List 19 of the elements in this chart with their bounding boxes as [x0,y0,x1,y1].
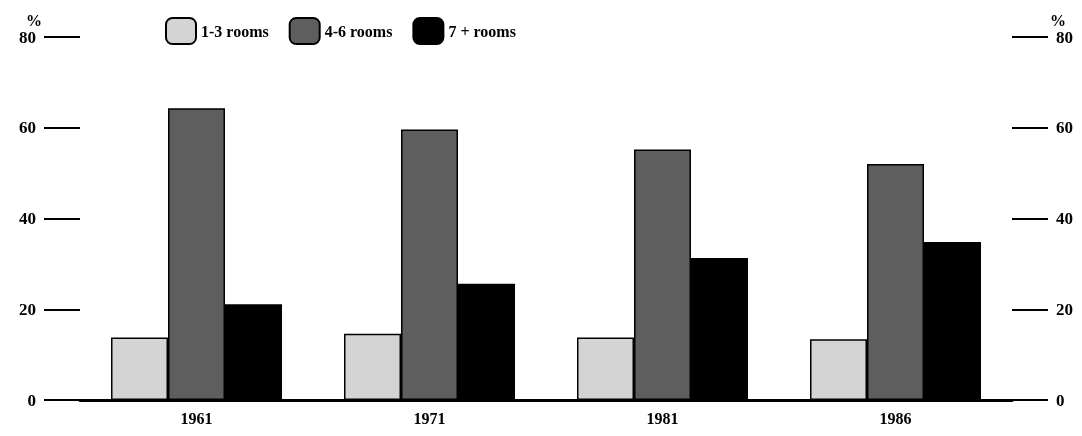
y-axis-title: % [26,12,42,30]
y2-tick-label: 80 [1056,27,1073,47]
y-tick-label: 20 [19,299,36,319]
y-tick-label: 0 [27,390,36,410]
y2-tick-label: 40 [1056,209,1073,228]
y2-axis-title: % [1050,12,1066,30]
y-tick-label: 60 [19,118,36,138]
legend-label: 1-3 rooms [201,22,269,40]
y2-tick-label: 60 [1056,118,1073,138]
legend-label: 7 + rooms [448,22,516,40]
x-tick-label: 1971 [413,409,446,427]
x-tick-label: 1981 [646,409,679,427]
y-tick-label: 80 [19,27,36,47]
y2-tick-label: 20 [1056,299,1073,319]
y-tick-label: 40 [19,209,36,228]
y2-tick-label: 0 [1056,390,1065,410]
legend-label: 4-6 rooms [324,22,393,40]
x-tick-label: 1986 [879,409,912,427]
x-tick-label: 1961 [180,409,213,427]
